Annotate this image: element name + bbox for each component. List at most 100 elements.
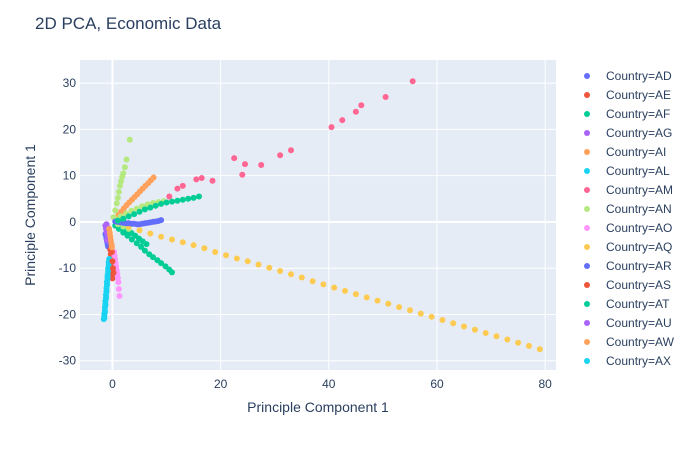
data-point[interactable] (133, 240, 140, 247)
data-point[interactable] (138, 243, 145, 250)
data-point[interactable] (103, 295, 109, 302)
data-point[interactable] (320, 281, 327, 288)
data-point[interactable] (104, 274, 111, 281)
legend-item-aw[interactable]: Country=AW (584, 335, 675, 349)
data-point[interactable] (120, 170, 127, 177)
data-point[interactable] (179, 196, 186, 203)
data-point[interactable] (358, 102, 365, 109)
legend-item-at[interactable]: Country=AT (584, 297, 670, 311)
data-point[interactable] (242, 161, 248, 168)
legend-item-ag[interactable]: Country=AG (584, 126, 672, 140)
data-point[interactable] (114, 217, 121, 224)
data-point[interactable] (396, 304, 403, 311)
data-point[interactable] (193, 176, 200, 183)
data-point[interactable] (109, 275, 116, 282)
data-point[interactable] (101, 309, 108, 316)
legend-item-ai[interactable]: Country=AI (584, 145, 666, 159)
data-point[interactable] (141, 247, 148, 254)
data-point[interactable] (150, 174, 157, 181)
data-point[interactable] (482, 330, 489, 336)
data-point[interactable] (201, 245, 208, 252)
data-point[interactable] (233, 255, 240, 262)
data-point[interactable] (169, 236, 175, 243)
legend-item-au[interactable]: Country=AU (584, 316, 672, 330)
data-point[interactable] (141, 206, 148, 213)
data-point[interactable] (417, 310, 424, 317)
data-point[interactable] (288, 147, 294, 154)
data-point[interactable] (116, 293, 123, 299)
data-point[interactable] (407, 307, 413, 314)
data-point[interactable] (363, 294, 370, 301)
data-point[interactable] (103, 288, 110, 295)
data-point[interactable] (115, 279, 122, 286)
data-point[interactable] (174, 185, 181, 192)
data-point[interactable] (121, 164, 128, 171)
data-point[interactable] (143, 241, 150, 248)
data-point[interactable] (439, 317, 446, 323)
data-point[interactable] (101, 315, 108, 322)
data-point[interactable] (115, 188, 122, 195)
data-point[interactable] (108, 244, 115, 251)
data-point[interactable] (109, 258, 116, 265)
data-point[interactable] (115, 286, 122, 292)
data-point[interactable] (471, 326, 478, 333)
data-point[interactable] (102, 302, 109, 309)
data-point[interactable] (493, 333, 500, 340)
data-point[interactable] (126, 136, 133, 143)
data-point[interactable] (120, 215, 127, 222)
data-point[interactable] (174, 197, 181, 204)
data-point[interactable] (190, 194, 197, 201)
legend-item-aq[interactable]: Country=AQ (584, 240, 672, 254)
data-point[interactable] (328, 124, 335, 131)
legend-item-am[interactable]: Country=AM (584, 183, 673, 197)
legend-item-ae[interactable]: Country=AE (584, 88, 671, 102)
data-point[interactable] (108, 249, 115, 255)
legend-item-ao[interactable]: Country=AO (584, 221, 672, 235)
data-point[interactable] (166, 193, 173, 200)
data-point[interactable] (112, 207, 119, 214)
data-point[interactable] (179, 239, 186, 246)
legend-item-al[interactable]: Country=AL (584, 164, 670, 178)
data-point[interactable] (125, 213, 132, 220)
data-point[interactable] (428, 313, 435, 320)
data-point[interactable] (331, 284, 338, 291)
data-point[interactable] (169, 269, 175, 276)
data-point[interactable] (158, 217, 165, 224)
data-point[interactable] (266, 264, 273, 271)
data-point[interactable] (409, 78, 416, 85)
legend-item-ax[interactable]: Country=AX (584, 354, 671, 368)
data-point[interactable] (163, 199, 170, 206)
data-point[interactable] (104, 281, 110, 288)
data-point[interactable] (190, 242, 197, 249)
data-point[interactable] (209, 177, 216, 184)
data-point[interactable] (110, 265, 116, 272)
data-point[interactable] (504, 336, 511, 343)
data-point[interactable] (352, 108, 359, 115)
data-point[interactable] (526, 342, 532, 349)
data-point[interactable] (277, 152, 284, 159)
data-point[interactable] (136, 227, 143, 234)
data-point[interactable] (239, 171, 246, 178)
data-point[interactable] (212, 249, 219, 255)
data-point[interactable] (339, 117, 346, 124)
data-point[interactable] (123, 156, 130, 163)
legend-item-as[interactable]: Country=AS (584, 278, 671, 292)
data-point[interactable] (342, 287, 348, 294)
data-point[interactable] (185, 195, 192, 202)
data-point[interactable] (158, 200, 165, 207)
data-point[interactable] (352, 291, 359, 298)
legend-item-ar[interactable]: Country=AR (584, 259, 672, 273)
data-point[interactable] (117, 182, 123, 189)
data-point[interactable] (113, 200, 120, 207)
plot-area[interactable] (80, 60, 556, 370)
legend-item-an[interactable]: Country=AN (584, 202, 672, 216)
data-point[interactable] (150, 254, 156, 261)
data-point[interactable] (536, 346, 543, 353)
data-point[interactable] (385, 300, 392, 307)
data-point[interactable] (147, 230, 154, 237)
data-point[interactable] (223, 252, 229, 259)
data-point[interactable] (382, 94, 389, 100)
data-point[interactable] (309, 278, 316, 285)
data-point[interactable] (450, 320, 457, 327)
data-point[interactable] (131, 211, 138, 218)
